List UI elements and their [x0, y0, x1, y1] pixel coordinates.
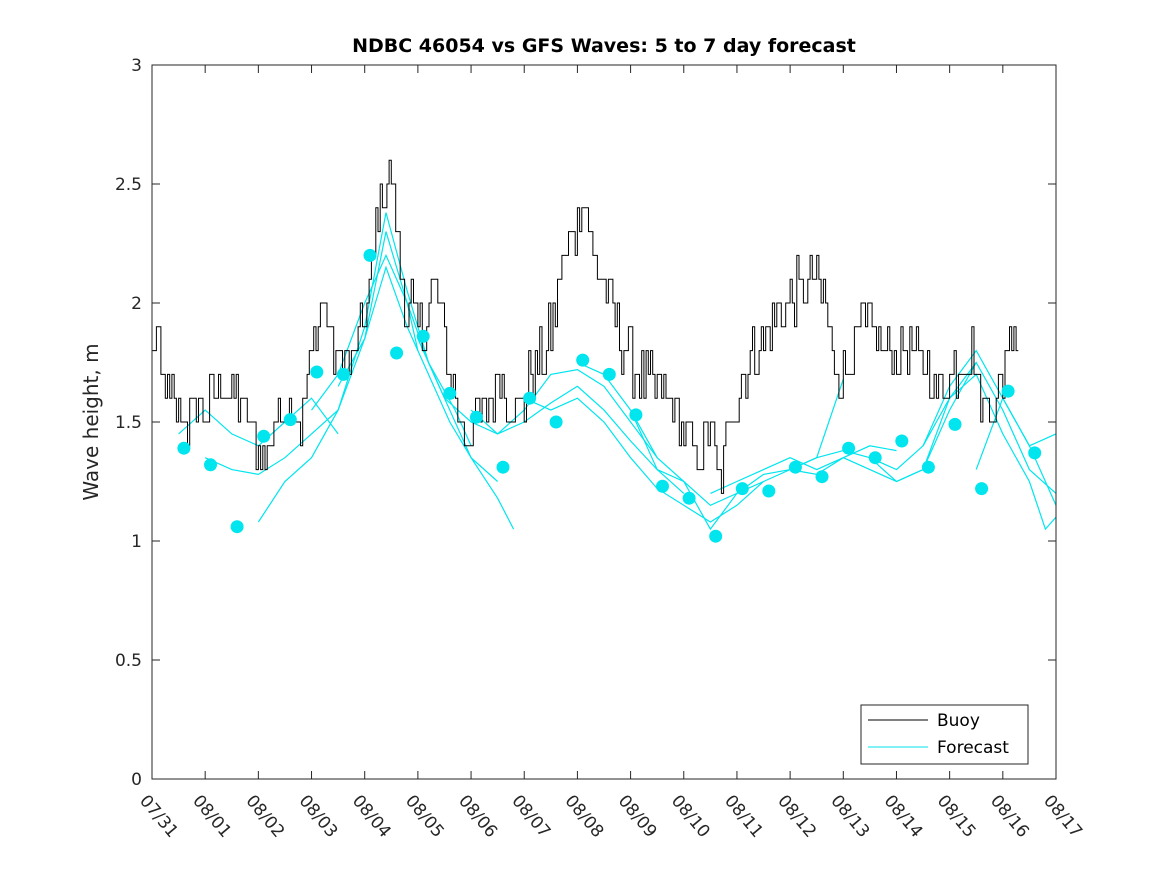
- forecast-point: [496, 460, 510, 474]
- forecast-point: [1028, 446, 1042, 460]
- forecast-series: [630, 409, 897, 531]
- forecast-point: [310, 365, 324, 379]
- forecast-series: [257, 212, 472, 523]
- forecast-point: [363, 248, 377, 262]
- forecast-series: [470, 385, 685, 494]
- buoy-line: [152, 159, 1019, 494]
- forecast-series: [204, 231, 419, 476]
- forecast-point: [1001, 384, 1015, 398]
- y-tick-label: 1.5: [115, 413, 142, 433]
- forecast-point: [390, 346, 404, 360]
- y-tick-label: 2: [131, 294, 142, 314]
- forecast-point: [788, 460, 802, 474]
- forecast-point: [868, 451, 882, 465]
- legend-box: [860, 704, 1029, 765]
- forecast-point: [895, 434, 909, 448]
- forecast-point: [948, 417, 962, 431]
- y-tick-label: 2.5: [115, 175, 142, 195]
- forecast-point: [576, 353, 590, 367]
- y-tick-label: 0: [131, 770, 142, 790]
- forecast-point: [815, 470, 829, 484]
- forecast-point: [842, 441, 856, 455]
- y-tick-label: 1: [131, 532, 142, 552]
- forecast-point: [230, 520, 244, 534]
- chart-title: NDBC 46054 vs GFS Waves: 5 to 7 day fore…: [352, 35, 856, 57]
- forecast-series: [337, 265, 499, 482]
- y-tick-label: 3: [131, 56, 142, 76]
- forecast-point: [283, 413, 297, 427]
- y-tick-label: 0.5: [115, 651, 142, 671]
- forecast-point: [177, 441, 191, 455]
- forecast-point: [682, 491, 696, 505]
- y-axis-ticks: 0 0.5 1 1.5 2 2.5 3: [115, 56, 1056, 790]
- forecast-points: [177, 248, 1042, 543]
- forecast-point: [921, 460, 935, 474]
- y-axis-label: Wave height, m: [79, 343, 103, 500]
- forecast-point: [416, 329, 430, 343]
- legend-buoy-label: Buoy: [937, 711, 980, 731]
- forecast-point: [975, 482, 989, 496]
- forecast-series: [975, 396, 1057, 470]
- forecast-point: [549, 415, 563, 429]
- legend: Buoy Forecast: [860, 704, 1029, 765]
- forecast-point: [762, 484, 776, 498]
- buoy-series: [152, 159, 1019, 494]
- forecast-point: [523, 391, 537, 405]
- forecast-point: [602, 367, 616, 381]
- forecast-point: [336, 367, 350, 381]
- forecast-point: [629, 408, 643, 422]
- forecast-point: [204, 458, 217, 472]
- forecast-point: [257, 429, 271, 443]
- forecast-series: [710, 362, 977, 494]
- forecast-series: [523, 397, 764, 523]
- forecast-point: [656, 479, 669, 493]
- forecast-point: [469, 410, 483, 424]
- legend-forecast-label: Forecast: [937, 738, 1009, 758]
- forecast-point: [443, 386, 457, 400]
- forecast-point: [709, 529, 723, 543]
- forecast-point: [735, 482, 749, 496]
